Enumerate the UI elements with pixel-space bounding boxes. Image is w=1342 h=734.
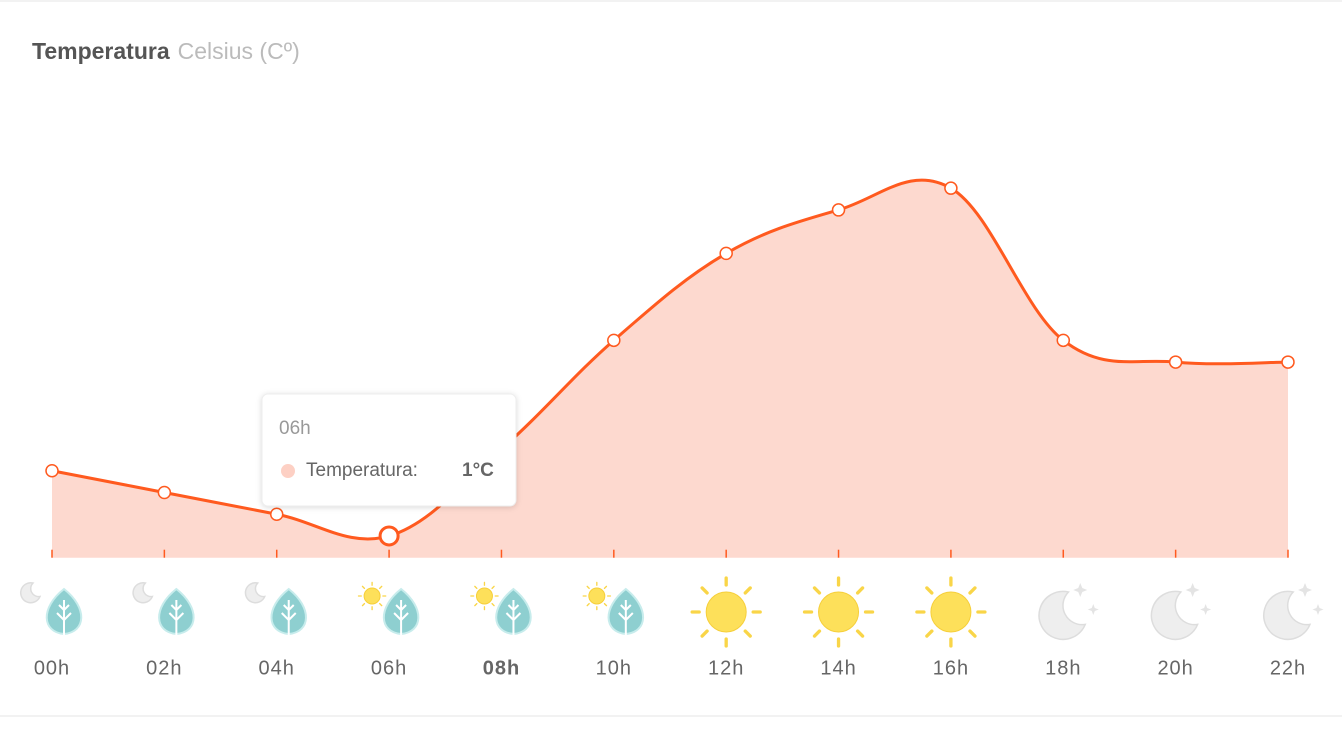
plot: 00h 02h 04h 06h 08h 10h 12h 14h 16h 18h 20h 22h <box>19 178 1324 679</box>
sun-disc <box>363 587 381 605</box>
sun-ray <box>586 602 590 607</box>
leaf-vein <box>618 600 634 642</box>
leaf-vein <box>393 600 409 642</box>
weather-icon <box>802 576 875 648</box>
tooltip-category: 06h <box>279 418 311 439</box>
sun-ray <box>925 629 934 638</box>
leaf-vein <box>56 600 72 642</box>
leaf-vein <box>505 600 522 642</box>
sun-ray <box>379 602 383 607</box>
sun-ray <box>700 586 709 595</box>
tooltip-series: Temperatura: <box>306 460 418 481</box>
star <box>1298 583 1324 615</box>
sun-disc <box>930 591 972 633</box>
data-point <box>157 485 172 500</box>
sun-ray <box>603 602 608 607</box>
sun-ray <box>968 586 977 595</box>
moon-icon <box>1038 590 1087 641</box>
weather-icon <box>582 581 644 642</box>
sun-ray <box>491 602 495 607</box>
weather-icon <box>915 576 987 648</box>
sun-ray <box>812 629 822 638</box>
weather-icon <box>132 581 195 642</box>
x-tick-label: 10h <box>596 657 632 679</box>
data-point <box>1281 355 1295 369</box>
x-tick-label: 08h <box>483 657 520 679</box>
x-tick-label: 14h <box>820 657 856 679</box>
sun-ray <box>925 586 934 595</box>
weather-icon <box>244 581 307 642</box>
chart-heading: Temperatura Celsius (Cº) <box>32 38 300 64</box>
moon-icon <box>132 581 154 604</box>
x-tick-label: 04h <box>259 657 295 679</box>
data-point <box>1056 333 1071 348</box>
x-tick-label: 12h <box>708 657 744 679</box>
weather-icon <box>690 576 762 648</box>
sun-disc <box>588 587 606 605</box>
moon-icon <box>1150 590 1199 641</box>
sun-ray <box>603 585 608 590</box>
sun-ray <box>743 586 752 595</box>
sun-ray <box>812 586 822 595</box>
sun-ray <box>586 585 590 590</box>
data-point <box>45 464 59 478</box>
sun-ray <box>379 585 383 590</box>
leaf-vein <box>168 600 185 642</box>
moon-icon <box>19 581 42 604</box>
tooltip-box <box>261 393 517 507</box>
star <box>1185 583 1212 615</box>
x-tick-label: 20h <box>1157 657 1193 679</box>
data-point <box>831 203 846 217</box>
sun-disc <box>818 591 860 633</box>
data-point <box>1168 355 1183 369</box>
leaf-vein <box>281 600 297 642</box>
tooltip: 06h Temperatura: 1°C <box>261 393 517 507</box>
moon-icon <box>244 581 266 604</box>
tooltip-value: 1°C <box>462 460 494 481</box>
sun-ray <box>855 629 865 638</box>
weather-icon <box>19 581 83 642</box>
data-point <box>944 181 958 195</box>
sun-ray <box>968 629 977 638</box>
data-point <box>269 507 284 521</box>
sun-ray <box>361 602 366 607</box>
sun-ray <box>474 585 478 590</box>
x-tick-label: 00h <box>34 657 70 679</box>
moon-icon <box>1263 590 1312 641</box>
data-point <box>607 333 621 348</box>
sun-ray <box>474 602 478 607</box>
chart-title: Temperatura <box>32 38 170 64</box>
x-tick-label: 16h <box>933 657 969 679</box>
data-point <box>378 525 400 547</box>
weather-icon <box>1150 583 1212 641</box>
data-point <box>719 246 733 261</box>
sun-ray <box>361 585 366 590</box>
x-tick-label: 22h <box>1270 657 1306 679</box>
weather-icon <box>470 581 532 642</box>
weather-icon <box>1038 583 1099 641</box>
tooltip-dot <box>281 464 295 478</box>
x-tick-label: 02h <box>146 657 182 679</box>
sun-ray <box>855 586 865 595</box>
sun-ray <box>700 629 709 638</box>
sun-ray <box>743 629 752 638</box>
sun-ray <box>491 585 495 590</box>
chart-subtitle: Celsius (Cº) <box>178 38 300 64</box>
x-tick-label: 18h <box>1045 657 1081 679</box>
weather-icon <box>1263 583 1324 641</box>
weather-icon <box>357 581 420 642</box>
sun-disc <box>475 587 493 605</box>
area-fill <box>52 180 1288 558</box>
sun-disc <box>705 591 747 633</box>
star <box>1073 583 1099 615</box>
x-tick-label: 06h <box>371 657 407 679</box>
